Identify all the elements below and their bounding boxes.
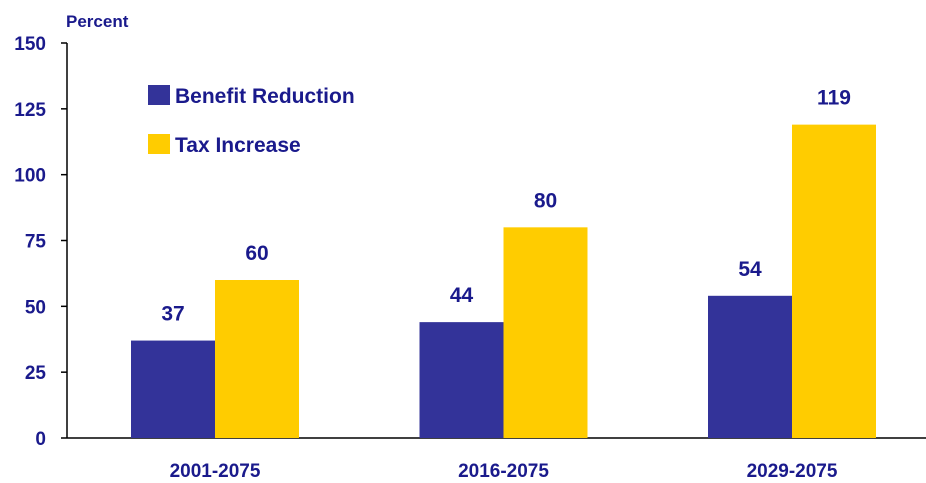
bar-tax-increase-2029-2075: [792, 124, 876, 438]
y-tick-label-150: 150: [14, 34, 46, 55]
legend-swatch-benefit-reduction: [148, 85, 170, 105]
legend-label-tax-increase: Tax Increase: [175, 134, 301, 157]
y-axis-ticks: 0 25 50 75 100 125 150: [14, 34, 67, 450]
value-label-benefit-reduction-2016-2075: 44: [450, 284, 474, 307]
data-labels: 37 60 44 80 54 119: [161, 87, 851, 326]
bar-benefit-reduction-2016-2075: [419, 322, 504, 438]
y-tick-label-125: 125: [14, 100, 46, 121]
x-tick-label-2016-2075: 2016-2075: [458, 461, 549, 482]
value-label-tax-increase-2016-2075: 80: [534, 189, 557, 212]
value-label-benefit-reduction-2029-2075: 54: [738, 258, 762, 281]
bar-benefit-reduction-2029-2075: [708, 295, 792, 438]
y-tick-label-100: 100: [14, 166, 46, 187]
y-tick-label-0: 0: [35, 429, 46, 450]
value-label-benefit-reduction-2001-2075: 37: [161, 303, 184, 326]
legend: Benefit Reduction Tax Increase: [148, 85, 355, 157]
value-label-tax-increase-2029-2075: 119: [817, 87, 851, 110]
bar-tax-increase-2001-2075: [215, 280, 299, 438]
x-tick-label-2029-2075: 2029-2075: [747, 461, 838, 482]
y-tick-label-25: 25: [25, 363, 47, 384]
x-axis-ticks: 2001-2075 2016-2075 2029-2075: [170, 461, 838, 482]
value-label-tax-increase-2001-2075: 60: [245, 242, 268, 265]
y-axis-label: Percent: [66, 12, 129, 31]
bar-tax-increase-2016-2075: [503, 227, 588, 438]
legend-label-benefit-reduction: Benefit Reduction: [175, 85, 355, 108]
y-tick-label-75: 75: [25, 232, 47, 253]
bars-group: [131, 124, 876, 438]
bar-benefit-reduction-2001-2075: [131, 340, 215, 438]
legend-swatch-tax-increase: [148, 134, 170, 154]
y-tick-label-50: 50: [25, 297, 46, 318]
x-tick-label-2001-2075: 2001-2075: [170, 461, 261, 482]
